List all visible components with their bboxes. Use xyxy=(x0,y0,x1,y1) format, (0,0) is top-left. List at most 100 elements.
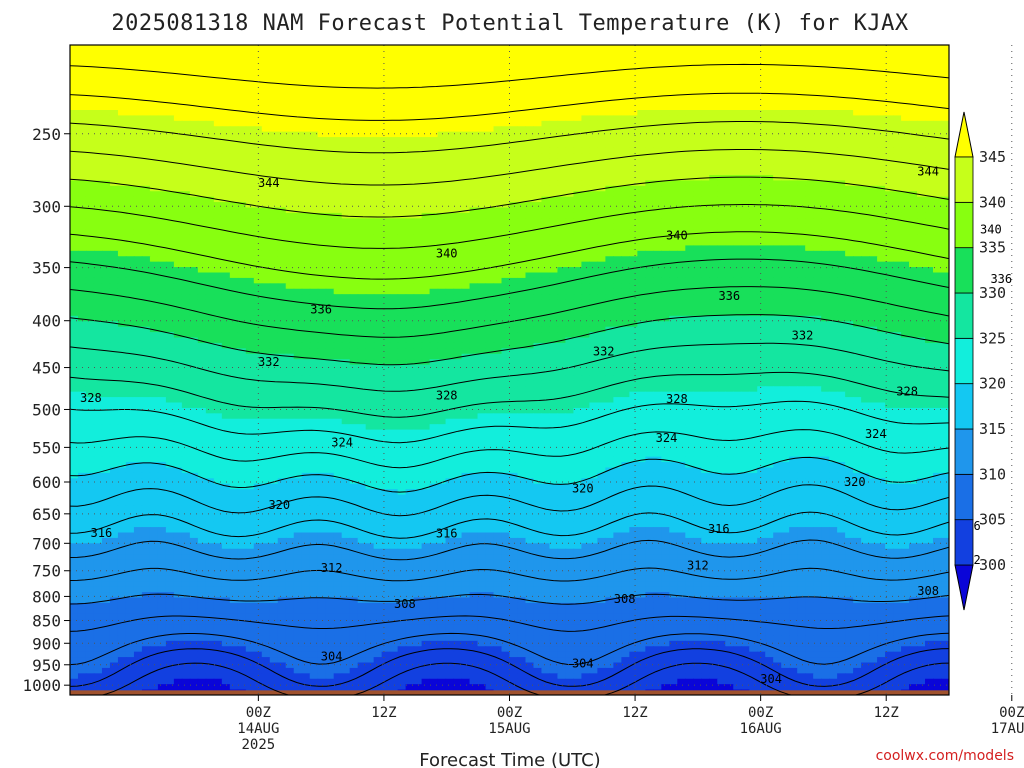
field-cell xyxy=(797,137,806,144)
field-cell xyxy=(141,88,151,95)
field-cell xyxy=(853,212,862,219)
field-cell xyxy=(797,45,806,52)
field-cell xyxy=(501,104,511,111)
field-cell xyxy=(749,245,758,252)
field-cell xyxy=(637,158,646,165)
field-cell xyxy=(781,229,790,236)
field-cell xyxy=(333,261,343,268)
field-cell xyxy=(805,164,814,171)
field-cell xyxy=(885,196,894,203)
field-cell xyxy=(301,250,311,257)
field-cell xyxy=(789,169,798,176)
field-cell xyxy=(533,66,543,73)
field-cell xyxy=(709,267,718,274)
field-cell xyxy=(365,250,375,257)
field-cell xyxy=(725,207,734,214)
field-cell xyxy=(661,175,670,182)
field-cell xyxy=(149,82,159,89)
field-cell xyxy=(765,126,774,133)
field-cell xyxy=(781,185,790,192)
field-cell xyxy=(85,283,95,290)
field-cell xyxy=(605,164,614,171)
field-cell xyxy=(93,61,103,68)
field-cell xyxy=(573,55,583,62)
field-cell xyxy=(189,120,199,127)
field-cell xyxy=(725,158,734,165)
field-cell xyxy=(197,110,207,117)
field-cell xyxy=(525,99,535,106)
field-cell xyxy=(469,61,479,68)
field-cell xyxy=(757,185,766,192)
field-cell xyxy=(157,137,167,144)
field-cell xyxy=(693,245,702,252)
field-cell xyxy=(229,250,239,257)
field-cell xyxy=(157,277,167,284)
field-cell xyxy=(917,229,926,236)
field-cell xyxy=(485,120,495,127)
field-cell xyxy=(149,277,159,284)
field-cell xyxy=(93,180,103,187)
field-cell xyxy=(501,180,511,187)
field-cell xyxy=(757,180,766,187)
field-cell xyxy=(261,288,271,295)
field-cell xyxy=(205,240,215,247)
field-cell xyxy=(909,88,918,95)
field-cell xyxy=(221,131,231,138)
field-cell xyxy=(277,218,287,225)
field-cell xyxy=(829,72,838,79)
field-cell xyxy=(445,120,455,127)
field-cell xyxy=(789,283,798,290)
field-cell xyxy=(693,93,702,100)
field-cell xyxy=(421,45,431,52)
field-cell xyxy=(765,104,774,111)
field-cell xyxy=(93,72,103,79)
field-cell xyxy=(237,66,247,73)
field-cell xyxy=(229,142,239,149)
field-cell xyxy=(877,196,886,203)
field-cell xyxy=(581,223,591,230)
field-cell xyxy=(573,131,583,138)
field-cell xyxy=(597,175,606,182)
field-cell xyxy=(93,223,103,230)
field-cell xyxy=(853,175,862,182)
field-cell xyxy=(933,218,942,225)
field-cell xyxy=(101,72,111,79)
field-cell xyxy=(933,185,942,192)
field-cell xyxy=(581,180,591,187)
field-cell xyxy=(381,250,391,257)
field-cell xyxy=(405,272,415,279)
field-cell xyxy=(317,180,327,187)
field-cell xyxy=(861,185,870,192)
field-cell xyxy=(285,202,295,209)
field-cell xyxy=(637,261,646,268)
field-cell xyxy=(133,158,143,165)
field-cell xyxy=(901,212,910,219)
field-cell xyxy=(269,158,279,165)
field-cell xyxy=(421,196,431,203)
field-cell xyxy=(141,126,151,133)
field-cell xyxy=(405,66,415,73)
field-cell xyxy=(181,77,191,84)
field-cell xyxy=(829,110,838,117)
field-cell xyxy=(429,169,439,176)
field-cell xyxy=(117,229,127,236)
field-cell xyxy=(485,50,495,57)
field-cell xyxy=(173,153,183,160)
field-cell xyxy=(837,250,846,257)
field-cell xyxy=(477,164,487,171)
field-cell xyxy=(501,250,511,257)
field-cell xyxy=(621,256,630,263)
field-cell xyxy=(589,164,598,171)
field-cell xyxy=(741,169,750,176)
field-cell xyxy=(269,283,279,290)
field-cell xyxy=(901,104,910,111)
field-cell xyxy=(741,158,750,165)
field-cell xyxy=(493,240,503,247)
field-cell xyxy=(781,245,790,252)
field-cell xyxy=(893,50,902,57)
field-cell xyxy=(101,153,111,160)
field-cell xyxy=(397,218,407,225)
field-cell xyxy=(341,115,351,122)
field-cell xyxy=(365,202,375,209)
field-cell xyxy=(413,72,423,79)
